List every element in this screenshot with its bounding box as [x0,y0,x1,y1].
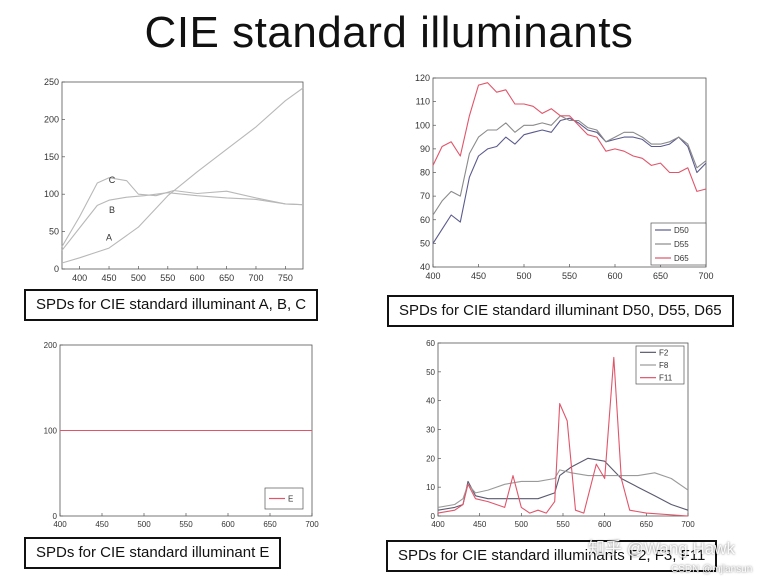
y-tick-label: 80 [420,168,430,178]
series-label-b: B [109,205,115,215]
x-tick-label: 700 [681,520,695,529]
x-tick-label: 400 [425,271,440,281]
y-tick-label: 50 [49,227,59,237]
x-tick-label: 500 [131,273,146,283]
y-tick-label: 120 [415,73,430,83]
chart-legend: F2 F8 F11 [635,345,685,385]
caption-f: SPDs for CIE standard illuminants F2, F3… [386,540,718,572]
y-tick-label: 0 [53,512,58,521]
watermark-text: 知乎 @Wang Hawk [588,539,735,558]
y-tick-label: 50 [426,368,435,377]
y-tick-label: 30 [426,426,435,435]
legend-entry-f8: F8 [659,361,669,370]
y-tick-label: 0 [54,264,59,274]
y-tick-label: 200 [44,341,58,350]
x-tick-label: 600 [607,271,622,281]
legend-entry-e: E [288,495,293,504]
series-label-a: A [106,233,112,243]
x-tick-label: 700 [305,520,319,529]
plot-area-frame [61,81,304,270]
series-line-d65 [432,82,707,192]
series-line-b [61,192,304,251]
x-tick-label: 750 [278,273,293,283]
x-tick-label: 450 [473,520,487,529]
y-tick-label: 0 [431,512,436,521]
chart-illuminant-d: 400 450 500 550 600 650 700 40 50 60 70 80 90 100 110 1… [415,73,714,281]
caption-d: SPDs for CIE standard illuminant D50, D5… [387,295,734,327]
y-tick-label: 200 [44,114,59,124]
series-line-a [61,87,304,264]
y-tick-label: 70 [420,191,430,201]
chart-illuminant-e: 400 450 500 550 600 650 700 0 100 200 E [44,341,320,529]
x-tick-label: 450 [471,271,486,281]
x-tick-label: 700 [698,271,713,281]
y-tick-label: 100 [415,120,430,130]
chart-legend: D50 D55 D65 [650,222,707,266]
caption-abc: SPDs for CIE standard illuminant A, B, C [24,289,319,321]
page-title: CIE standard illuminants [144,8,634,57]
x-tick-label: 550 [160,273,175,283]
legend-entry-d65: D65 [674,254,689,263]
x-tick-label: 700 [248,273,263,283]
x-tick-label: 650 [263,520,277,529]
y-tick-label: 20 [426,454,435,463]
legend-entry-f11: F11 [659,374,673,383]
y-tick-label: 100 [44,427,58,436]
x-tick-label: 500 [516,271,531,281]
chart-illuminant-f: 400 450 500 550 600 650 700 0 10 20 30 40 50 60 F2 F8 F1… [426,339,695,529]
series-label-c: C [109,175,116,185]
series-line-d55 [432,115,707,216]
y-tick-label: 60 [426,339,435,348]
x-tick-label: 650 [640,520,654,529]
x-tick-label: 450 [102,273,117,283]
x-tick-label: 500 [137,520,151,529]
series-line-d50 [432,117,707,244]
chart-illuminant-abc: 400 450 500 550 600 650 700 750 0 50 100 150 200 250 A… [44,77,304,283]
x-tick-label: 450 [95,520,109,529]
x-tick-label: 550 [562,271,577,281]
x-tick-label: 600 [221,520,235,529]
y-tick-label: 40 [420,262,430,272]
y-tick-label: 250 [44,77,59,87]
y-tick-label: 150 [44,152,59,162]
x-tick-label: 400 [431,520,445,529]
y-tick-label: 50 [420,238,430,248]
series-line-c [61,177,304,247]
x-tick-label: 500 [515,520,529,529]
x-tick-label: 600 [598,520,612,529]
x-tick-label: 400 [53,520,67,529]
legend-entry-d50: D50 [674,226,689,235]
legend-entry-d55: D55 [674,240,689,249]
y-tick-label: 10 [426,483,435,492]
y-tick-label: 60 [420,215,430,225]
x-tick-label: 600 [190,273,205,283]
y-tick-label: 40 [426,397,435,406]
x-tick-label: 650 [219,273,234,283]
x-tick-label: 550 [179,520,193,529]
x-tick-label: 650 [653,271,668,281]
legend-entry-f2: F2 [659,348,669,357]
x-tick-label: 550 [556,520,570,529]
series-line-f11 [437,356,689,517]
y-tick-label: 90 [420,144,430,154]
x-tick-label: 400 [72,273,87,283]
y-tick-label: 110 [416,97,430,107]
chart-legend: E [264,487,304,510]
watermark-sub-text: CSDN @mjlansun [671,564,753,575]
y-tick-label: 100 [44,189,59,199]
caption-e: SPDs for CIE standard illuminant E [24,537,282,569]
